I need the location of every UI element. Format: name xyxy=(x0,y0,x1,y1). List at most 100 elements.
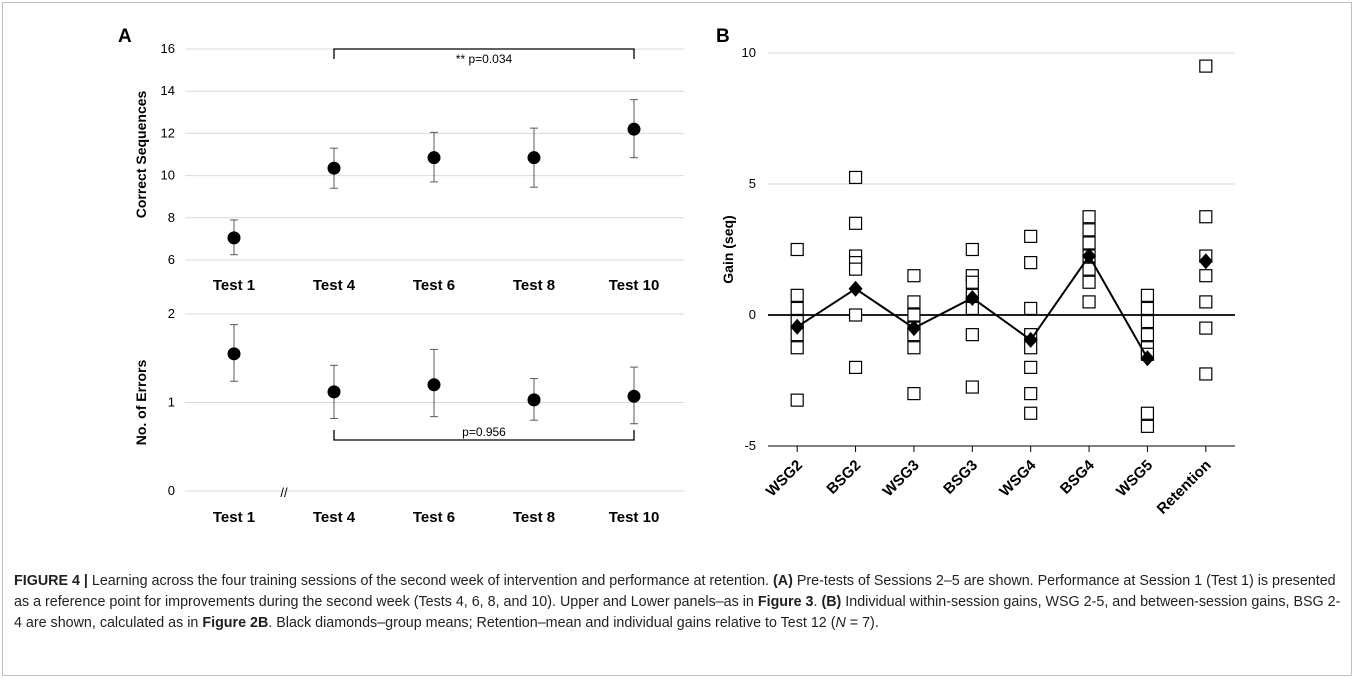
caption-text-3: . xyxy=(813,594,822,610)
panel-b-individual-gain-marker xyxy=(790,341,804,355)
caption-text-1: Learning across the four training sessio… xyxy=(87,573,773,589)
panel-b-individual-gain-marker xyxy=(1199,295,1213,309)
panel-a-lower-category-label: Test 1 xyxy=(213,509,255,526)
panel-a-lower-significance-label: p=0.956 xyxy=(462,425,506,439)
panel-b-individual-gain-marker xyxy=(790,301,804,316)
panel-b-individual-gain-marker xyxy=(1082,275,1096,289)
panel-a-upper-mean-point xyxy=(427,151,441,165)
panel-b-individual-gain-marker xyxy=(965,328,979,342)
panel-b-individual-gain-marker xyxy=(790,242,804,257)
figure-caption: FIGURE 4 | Learning across the four trai… xyxy=(14,571,1344,634)
panel-a-lower-y-axis-title: No. of Errors xyxy=(133,360,149,446)
panel-a-lower-mean-point xyxy=(527,393,541,407)
panel-a-lower-mean-point xyxy=(227,347,241,361)
panel-b-individual-gain-marker xyxy=(1140,301,1155,316)
caption-text-2: Pre-tests of Sessions 2–5 are shown. Per… xyxy=(14,573,1336,610)
caption-italic-n: N xyxy=(835,615,846,631)
panel-b-individual-gain-marker xyxy=(907,308,921,322)
panel-a-upper-mean-point xyxy=(527,151,541,165)
panel-b-group-mean-diamond xyxy=(1140,350,1155,367)
panel-b-individual-gain-marker xyxy=(848,360,863,374)
panel-b-category-label: BSG4 xyxy=(1057,456,1098,497)
panel-b-individual-gain-marker xyxy=(907,295,921,309)
panel-b-ytick-label: -5 xyxy=(744,438,756,453)
panel-a-lower-category-label: Test 10 xyxy=(609,509,660,526)
panel-b-individual-gain-marker xyxy=(1024,387,1038,401)
panel-a-upper-category-label: Test 6 xyxy=(413,277,455,294)
panel-b-individual-gain-marker xyxy=(1024,301,1038,316)
panel-b-chart: -5 0 5 10 Gain (seq) WSG2 BSG2 WSG3 BSG3 WSG4 BSG4… xyxy=(720,45,1235,518)
panel-a-upper-ytick-label: 12 xyxy=(161,125,175,140)
panel-b-individual-gain-marker xyxy=(907,269,921,283)
panel-a-upper-chart: 6 8 10 12 14 16 Test 1 Test 4 Test 6 Test 8 Test 1… xyxy=(133,41,684,294)
caption-text-4: Individual within-session gains, WSG 2-5… xyxy=(14,594,1341,631)
panel-a-lower-axis-break-marker: // xyxy=(280,485,288,500)
panel-a-upper-category-label: Test 1 xyxy=(213,277,255,294)
panel-b-individual-gain-marker xyxy=(1024,256,1038,270)
panel-b-group-mean-diamond xyxy=(1198,253,1213,270)
panel-b-individual-gain-marker xyxy=(790,288,804,302)
panel-b-group-mean-diamond xyxy=(1082,248,1097,265)
panel-a-upper-category-label: Test 8 xyxy=(513,277,555,294)
panel-b-individual-gain-marker xyxy=(848,262,863,276)
panel-b-individual-gain-marker xyxy=(848,216,863,230)
panel-b-individual-gain-marker xyxy=(1199,269,1213,283)
panel-b-group-mean-diamond xyxy=(1023,331,1038,348)
panel-a-lower-significance-bracket xyxy=(333,430,635,441)
panel-a-letter: A xyxy=(118,26,132,47)
panel-b-y-axis-title: Gain (seq) xyxy=(720,215,736,283)
panel-a-upper-significance-bracket xyxy=(333,48,635,59)
caption-ref-figure-3: Figure 3 xyxy=(757,594,814,610)
panel-b-individual-gain-marker xyxy=(965,242,979,257)
panel-a-upper-mean-point xyxy=(327,161,341,175)
panel-b-individual-gain-marker xyxy=(1082,210,1096,224)
panel-b-individual-gain-marker xyxy=(1082,223,1096,237)
panel-b-individual-gain-marker xyxy=(1199,210,1213,224)
caption-text-5: . Black diamonds–group means; Retention–… xyxy=(268,615,836,631)
panel-b-individual-gain-marker xyxy=(1024,360,1038,374)
panel-a-lower-mean-point xyxy=(427,378,441,392)
panel-a-lower-mean-point xyxy=(327,385,341,399)
panel-b-individual-gain-marker xyxy=(965,380,979,394)
panel-b-individual-gain-marker xyxy=(790,393,804,407)
panel-b-individual-gain-marker xyxy=(1082,236,1096,250)
panel-b-individual-gain-marker xyxy=(965,275,979,289)
panel-b-individual-gain-marker xyxy=(1082,295,1096,309)
panel-a-upper-significance-label: ** p=0.034 xyxy=(456,52,513,66)
panel-b-group-mean-diamond xyxy=(965,289,980,306)
caption-text-6: = 7). xyxy=(845,615,879,631)
panel-a-lower-category-label: Test 4 xyxy=(313,509,356,526)
panel-a-lower-ytick-label: 0 xyxy=(168,483,175,498)
panel-a-upper-ytick-label: 6 xyxy=(168,252,175,267)
panel-a-lower-category-label: Test 6 xyxy=(413,509,455,526)
panel-b-individual-gain-marker xyxy=(1140,419,1155,433)
panel-a-upper-category-label: Test 10 xyxy=(609,277,660,294)
panel-b-category-label: BSG2 xyxy=(823,457,864,498)
panel-b-category-label: WSG5 xyxy=(1113,457,1156,500)
panel-b-category-label: WSG2 xyxy=(763,457,806,500)
panel-b-category-label: WSG4 xyxy=(996,456,1040,500)
panel-a-lower-mean-point xyxy=(627,389,641,403)
panel-b-individual-gain-marker xyxy=(1199,367,1213,381)
panel-a-upper-category-label: Test 4 xyxy=(313,277,356,294)
panel-a-upper-ytick-label: 10 xyxy=(161,168,175,183)
panel-b-individual-gain-marker xyxy=(1140,314,1155,329)
panel-b-individual-gain-marker xyxy=(1199,59,1213,73)
panel-b-individual-gain-marker xyxy=(1024,229,1038,243)
panel-b-category-label: WSG3 xyxy=(879,457,922,500)
panel-a-upper-ytick-label: 8 xyxy=(168,210,175,225)
panel-a-upper-ytick-label: 14 xyxy=(161,83,175,98)
panel-b-group-mean-diamond xyxy=(848,280,863,297)
panel-b-individual-gain-marker xyxy=(1140,288,1155,302)
panel-b-group-mean-diamond xyxy=(790,318,805,335)
panel-b-individual-gain-marker xyxy=(907,341,921,355)
panel-b-group-mean-diamond xyxy=(906,320,921,337)
panel-b-individual-gain-marker xyxy=(848,170,863,185)
panel-b-individual-gain-marker xyxy=(1199,321,1213,335)
panel-b-individual-gain-marker xyxy=(1140,406,1155,420)
panel-b-letter: B xyxy=(716,26,730,47)
panel-b-individual-gain-marker xyxy=(848,308,863,322)
caption-figure-label: FIGURE 4 | xyxy=(14,573,88,589)
